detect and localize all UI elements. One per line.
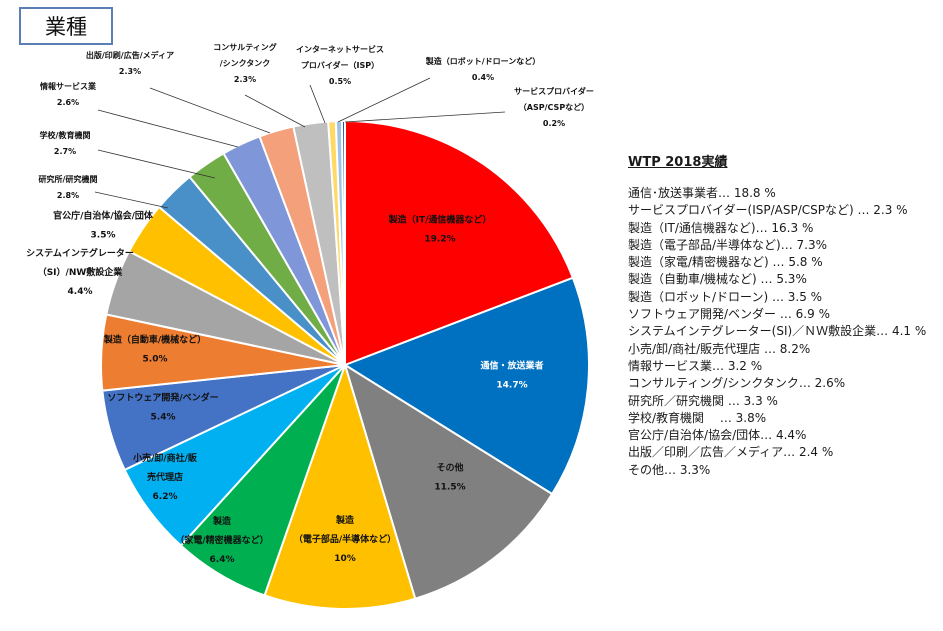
slice-value-label: 4.4% (68, 287, 93, 297)
wtp-2018-panel: WTP 2018実績 通信･放送事業者… 18.8 % サービスプロバイダー(IS… (628, 151, 940, 479)
slice-category-label: サービスプロバイダー (514, 86, 594, 96)
wtp-list: 通信･放送事業者… 18.8 % サービスプロバイダー(ISP/ASP/CSPなど… (628, 185, 940, 479)
slice-value-label: 2.3% (119, 67, 141, 76)
slice-category-label: /シンクタンク (220, 58, 271, 68)
slice-category-label: 情報サービス業 (39, 81, 97, 91)
slice-category-label: 製造（ロボット/ドローンなど） (425, 56, 541, 66)
slice-category-label: 通信・放送業者 (480, 360, 543, 372)
slice-category-label: 製造（自動車/機械など） (103, 334, 206, 346)
slice-value-label: 6.2% (153, 492, 178, 502)
leader-line (94, 191, 169, 209)
slice-category-label: システムインテグレーター (26, 247, 134, 259)
slice-category-label: 出版/印刷/広告/メディア (86, 50, 174, 60)
slice-category-label: 小売/卸/商社/販 (132, 452, 198, 464)
leader-lines (94, 77, 506, 209)
slice-value-label: 10% (334, 554, 356, 564)
leader-line (149, 87, 271, 134)
slice-category-label: （ASP/CSPなど） (519, 102, 589, 112)
slice-category-label: その他 (436, 462, 463, 474)
wtp-list-item: システムインテグレーター(SI)／ＮＷ敷設企業… 4.1 % (628, 324, 927, 339)
slice-category-label: 製造 (212, 515, 232, 527)
slice-category-label: 学校/教育機関 (40, 130, 91, 140)
slice-category-label: プロバイダー（ISP） (301, 60, 379, 70)
slice-category-label: 製造 (335, 514, 355, 526)
wtp-list-item: 学校/教育機関 … 3.8% (628, 410, 767, 425)
wtp-list-item: 情報サービス業… 3.2 % (628, 358, 763, 373)
wtp-list-item: コンサルティング/シンクタンク… 2.6% (628, 376, 846, 391)
wtp-list-item: 研究所／研究機関 … 3.3 % (628, 393, 778, 408)
slice-category-label: コンサルティング (213, 42, 277, 52)
pie-slice (340, 119, 346, 366)
slice-category-label: （SI）/NW敷設企業 (38, 266, 124, 278)
pie-slice (342, 276, 590, 496)
slice-value-label: 2.3% (234, 75, 256, 84)
leader-line (309, 84, 326, 124)
slice-category-label: 製造（IT/通信機器など） (388, 214, 492, 226)
slice-category-label: 研究所/研究機関 (39, 174, 98, 184)
wtp-list-item: ソフトウェア開発/ベンダー … 6.9 % (628, 307, 830, 322)
leader-line (337, 77, 431, 123)
slice-category-label: 売代理店 (147, 471, 183, 483)
slice-category-label: 官公庁/自治体/協会/団体 (53, 210, 154, 222)
pie-slice (343, 362, 554, 600)
slice-value-label: 5.0% (143, 355, 168, 365)
wtp-list-item: 官公庁/自治体/協会/団体… 4.4% (628, 428, 807, 443)
slice-category-label: （電子部品/半導体など） (294, 533, 396, 545)
slice-labels: 製造（IT/通信機器など） 19.2% 通信・放送業者 14.7% その他 11.5% 製造… (26, 42, 594, 565)
slice-value-label: 0.4% (472, 73, 494, 82)
leader-line (97, 109, 239, 148)
pie-slice (344, 119, 575, 367)
slice-value-label: 2.6% (57, 98, 79, 107)
page-title: 業種 (19, 7, 113, 45)
slice-value-label: 19.2% (424, 235, 455, 245)
wtp-title: WTP 2018実績 (628, 155, 728, 170)
pie-slice (263, 361, 417, 610)
slice-value-label: 0.2% (543, 119, 565, 128)
wtp-list-item: 製造（自動車/機械など) … 5.3% (628, 272, 807, 287)
slice-category-label: （家電/精密機器など） (175, 534, 268, 546)
wtp-list-item: 製造（IT/通信機器など)… 16.3 % (628, 220, 814, 235)
wtp-list-item: サービスプロバイダー(ISP/ASP/CSPなど) … 2.3 % (628, 203, 908, 218)
pie-slices (99, 119, 590, 610)
wtp-list-item: 製造（電子部品/半導体など)… 7.3% (628, 237, 828, 252)
wtp-list-item: その他… 3.3% (628, 462, 711, 477)
wtp-list-item: 製造（家電/精密機器など) … 5.8 % (628, 255, 823, 270)
leader-line (344, 111, 506, 123)
slice-category-label: ソフトウェア開発/ベンダー (107, 392, 218, 404)
slice-value-label: 2.7% (54, 147, 76, 156)
slice-value-label: 2.8% (57, 191, 79, 200)
wtp-list-item: 製造（ロボット/ドローン) … 3.5 % (628, 289, 823, 304)
wtp-list-item: 小売/卸/商社/販売代理店 … 8.2% (628, 341, 811, 356)
slice-category-label: インターネットサービス (296, 44, 384, 54)
slice-value-label: 3.5% (91, 231, 116, 241)
leader-line (244, 94, 306, 128)
wtp-list-item: 通信･放送事業者… 18.8 % (628, 186, 776, 200)
slice-value-label: 6.4% (210, 555, 235, 565)
wtp-list-item: 出版／印刷／広告／メディア… 2.4 % (628, 445, 834, 460)
leader-line (97, 149, 216, 179)
slice-value-label: 5.4% (151, 413, 176, 423)
slice-value-label: 11.5% (434, 483, 465, 493)
slice-value-label: 0.5% (329, 77, 351, 86)
slice-value-label: 14.7% (496, 381, 527, 391)
